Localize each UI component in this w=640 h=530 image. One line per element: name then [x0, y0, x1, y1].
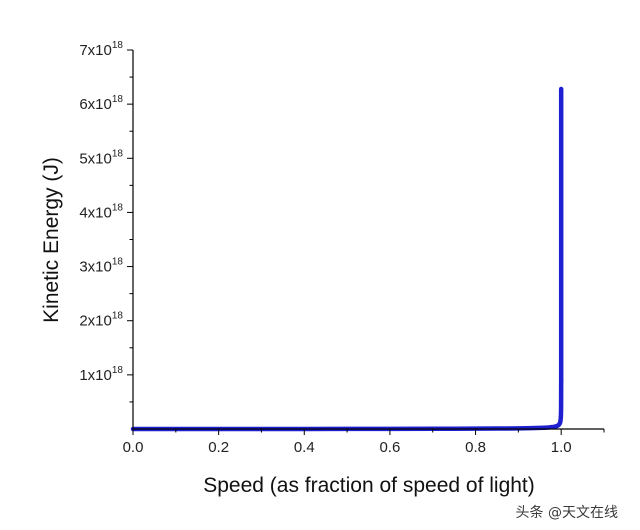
- y-axis-title: Kinetic Energy (J): [40, 157, 63, 323]
- y-tick-label: 1x1018: [79, 365, 123, 384]
- y-tick-label: 4x1018: [79, 202, 123, 221]
- y-axis: 1x1018 2x1018 3x1018 4x1018 5x1018 6x1018 7x10…: [79, 40, 134, 429]
- y-tick-label: 3x1018: [79, 257, 123, 276]
- series-layer: [130, 86, 564, 432]
- y-tick-label: 2x1018: [79, 311, 123, 330]
- x-axis: 0.0 0.2 0.4 0.6 0.8 1.0: [123, 428, 605, 456]
- y-tick-label: 6x1018: [79, 94, 123, 113]
- x-tick-label: 0.6: [379, 439, 400, 456]
- x-tick-label: 0.2: [208, 439, 229, 456]
- x-tick-label: 0.0: [123, 439, 144, 456]
- x-tick-label: 0.8: [465, 439, 486, 456]
- x-tick-label: 0.4: [294, 439, 315, 456]
- x-tick-label: 1.0: [551, 439, 572, 456]
- watermark: 头条 @天文在线: [511, 500, 622, 524]
- y-tick-label: 5x1018: [79, 148, 123, 167]
- y-tick-label: 7x1018: [79, 40, 123, 59]
- x-axis-title: Speed (as fraction of speed of light): [203, 474, 535, 497]
- kinetic-energy-line-0: [130, 378, 564, 432]
